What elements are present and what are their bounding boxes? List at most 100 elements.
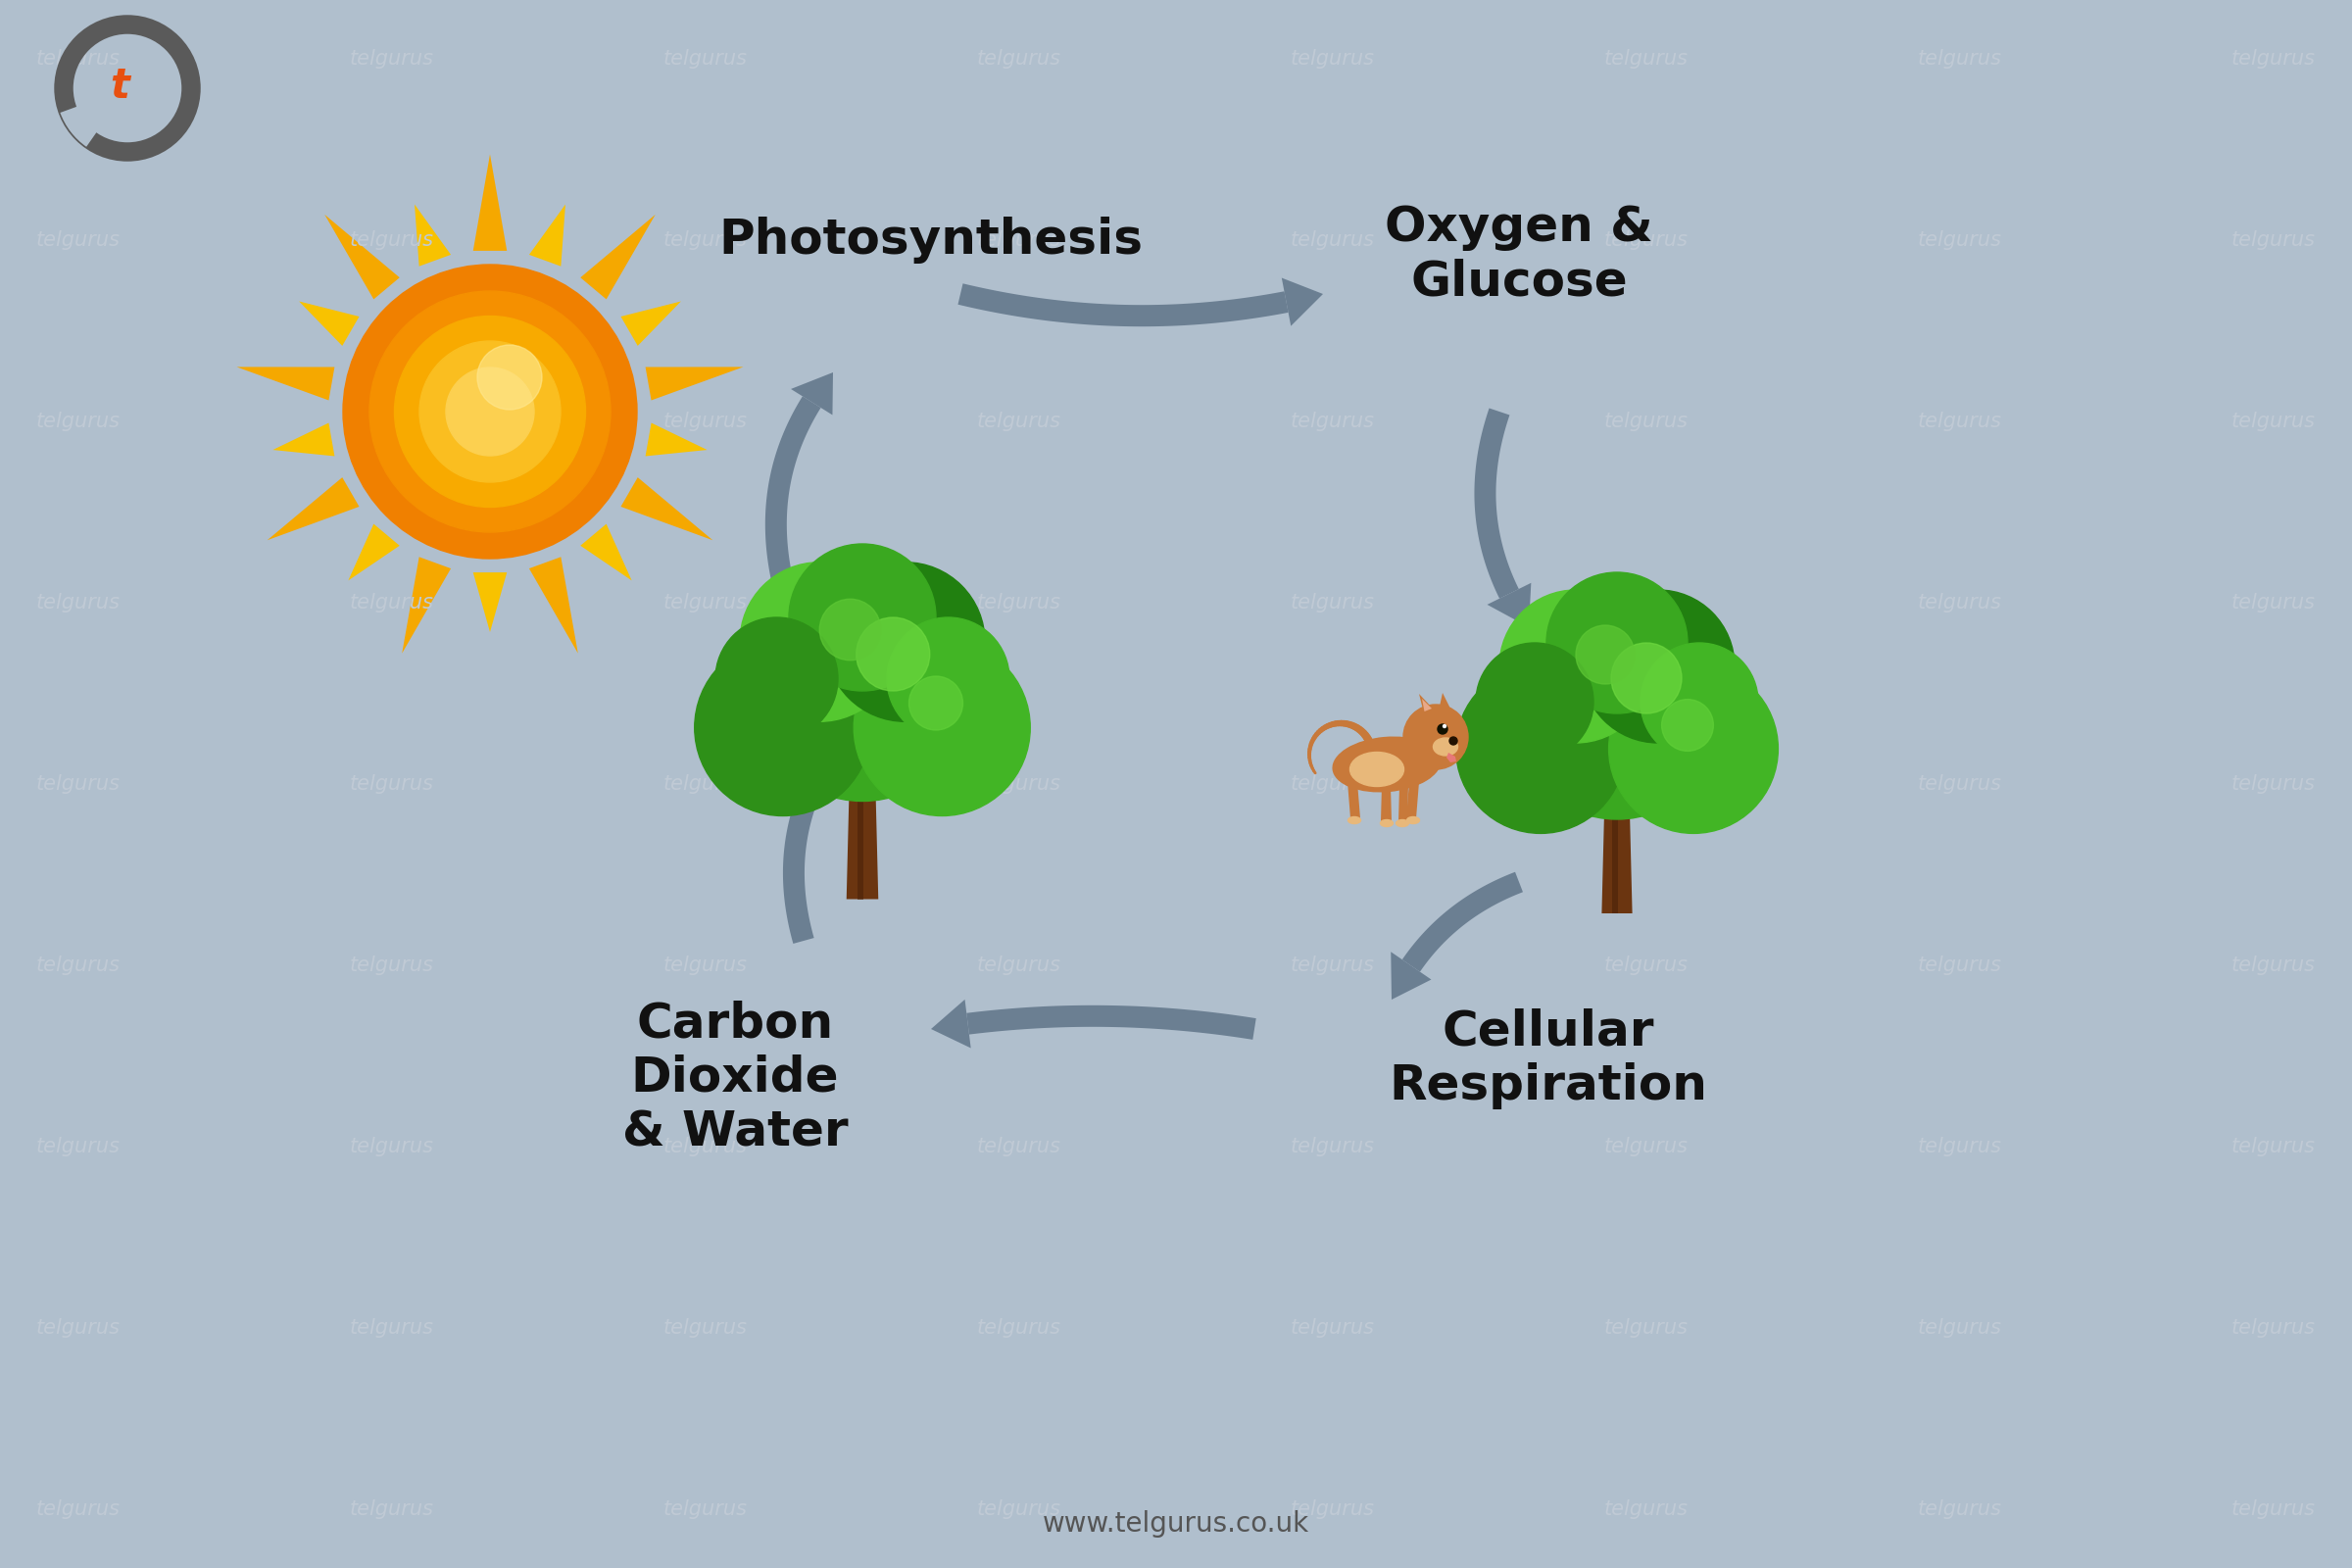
Circle shape — [908, 676, 962, 731]
Circle shape — [1548, 572, 1689, 713]
Circle shape — [447, 367, 534, 456]
Text: telgurus: telgurus — [1291, 1499, 1376, 1519]
Polygon shape — [644, 367, 743, 400]
Text: telgurus: telgurus — [663, 593, 748, 613]
Ellipse shape — [1348, 817, 1362, 823]
Polygon shape — [268, 477, 360, 541]
Text: telgurus: telgurus — [350, 49, 435, 69]
Circle shape — [826, 563, 985, 721]
Text: telgurus: telgurus — [976, 955, 1061, 975]
Text: telgurus: telgurus — [1917, 593, 2002, 613]
Polygon shape — [273, 423, 334, 456]
Text: telgurus: telgurus — [350, 411, 435, 431]
Text: telgurus: telgurus — [976, 411, 1061, 431]
Circle shape — [1512, 607, 1722, 818]
Text: telgurus: telgurus — [350, 955, 435, 975]
Text: telgurus: telgurus — [976, 1137, 1061, 1157]
Text: telgurus: telgurus — [35, 1137, 120, 1157]
Text: telgurus: telgurus — [1604, 1137, 1689, 1157]
Polygon shape — [1390, 952, 1432, 1000]
Text: telgurus: telgurus — [35, 411, 120, 431]
Text: telgurus: telgurus — [976, 49, 1061, 69]
Text: telgurus: telgurus — [350, 1319, 435, 1338]
Text: telgurus: telgurus — [1917, 230, 2002, 249]
Polygon shape — [1475, 408, 1519, 599]
Text: telgurus: telgurus — [1917, 1499, 2002, 1519]
Polygon shape — [325, 215, 400, 299]
Text: telgurus: telgurus — [1604, 775, 1689, 793]
Text: telgurus: telgurus — [1917, 775, 2002, 793]
Polygon shape — [299, 301, 360, 347]
Text: telgurus: telgurus — [1917, 411, 2002, 431]
Text: telgurus: telgurus — [1604, 230, 1689, 249]
Polygon shape — [1613, 784, 1618, 913]
Polygon shape — [802, 734, 858, 801]
Circle shape — [856, 618, 929, 691]
Polygon shape — [529, 204, 564, 267]
Text: telgurus: telgurus — [976, 775, 1061, 793]
Text: telgurus: telgurus — [35, 1499, 120, 1519]
Polygon shape — [621, 477, 713, 541]
Circle shape — [887, 618, 1009, 740]
Text: Carbon
Dioxide
& Water: Carbon Dioxide & Water — [621, 1000, 849, 1156]
Polygon shape — [1348, 782, 1359, 818]
Polygon shape — [1399, 786, 1409, 822]
Text: telgurus: telgurus — [1604, 1499, 1689, 1519]
Ellipse shape — [1406, 817, 1421, 823]
Polygon shape — [1418, 693, 1435, 713]
Circle shape — [1444, 724, 1446, 728]
Text: telgurus: telgurus — [35, 593, 120, 613]
Text: telgurus: telgurus — [663, 775, 748, 793]
Text: telgurus: telgurus — [350, 1137, 435, 1157]
Polygon shape — [402, 557, 452, 654]
Circle shape — [1437, 724, 1446, 734]
Polygon shape — [967, 1005, 1256, 1040]
Text: telgurus: telgurus — [976, 230, 1061, 249]
Text: telgurus: telgurus — [35, 955, 120, 975]
Ellipse shape — [1397, 820, 1409, 826]
Text: telgurus: telgurus — [1291, 593, 1376, 613]
Text: telgurus: telgurus — [2232, 49, 2317, 69]
Text: telgurus: telgurus — [350, 1499, 435, 1519]
Text: telgurus: telgurus — [1291, 775, 1376, 793]
Text: telgurus: telgurus — [1917, 1137, 2002, 1157]
Text: t: t — [111, 66, 129, 107]
Text: telgurus: telgurus — [663, 1499, 748, 1519]
Text: telgurus: telgurus — [1604, 593, 1689, 613]
Text: telgurus: telgurus — [976, 593, 1061, 613]
Text: www.telgurus.co.uk: www.telgurus.co.uk — [1042, 1510, 1310, 1538]
Text: telgurus: telgurus — [976, 1319, 1061, 1338]
Circle shape — [788, 544, 936, 691]
Polygon shape — [1282, 278, 1322, 326]
Circle shape — [395, 317, 586, 506]
Text: telgurus: telgurus — [663, 1319, 748, 1338]
Circle shape — [741, 563, 898, 721]
Polygon shape — [1423, 699, 1432, 712]
Text: telgurus: telgurus — [2232, 593, 2317, 613]
Text: telgurus: telgurus — [350, 230, 435, 249]
Circle shape — [1583, 590, 1736, 743]
Text: telgurus: telgurus — [663, 1137, 748, 1157]
Circle shape — [818, 599, 880, 660]
Text: telgurus: telgurus — [2232, 775, 2317, 793]
Text: telgurus: telgurus — [1917, 955, 2002, 975]
Circle shape — [1456, 665, 1625, 834]
Text: telgurus: telgurus — [1291, 411, 1376, 431]
Ellipse shape — [1432, 739, 1458, 756]
Text: telgurus: telgurus — [35, 1319, 120, 1338]
Text: telgurus: telgurus — [35, 775, 120, 793]
Ellipse shape — [1334, 737, 1439, 792]
Polygon shape — [1381, 786, 1392, 822]
Polygon shape — [414, 204, 452, 267]
Polygon shape — [621, 301, 682, 347]
Polygon shape — [790, 372, 833, 416]
Text: telgurus: telgurus — [663, 49, 748, 69]
Text: telgurus: telgurus — [1291, 955, 1376, 975]
Circle shape — [1661, 699, 1712, 751]
Text: telgurus: telgurus — [1604, 411, 1689, 431]
Polygon shape — [1559, 754, 1613, 818]
Text: telgurus: telgurus — [2232, 411, 2317, 431]
Text: telgurus: telgurus — [1604, 1319, 1689, 1338]
Circle shape — [1609, 665, 1778, 834]
Polygon shape — [238, 367, 334, 400]
